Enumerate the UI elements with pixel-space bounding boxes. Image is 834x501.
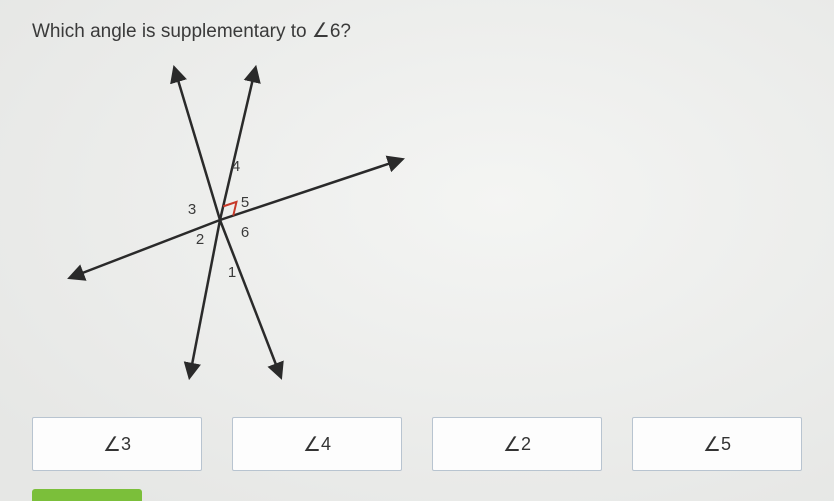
angle-icon: ∠: [103, 432, 121, 457]
submit-button-edge[interactable]: [32, 489, 142, 501]
svg-text:2: 2: [196, 231, 204, 248]
question-angle-number: 6: [330, 21, 341, 42]
angle-diagram: 4 3 5 2 6 1: [60, 55, 420, 385]
answer-label: 2: [521, 434, 531, 455]
answer-label: 3: [121, 434, 131, 455]
answer-row: ∠3 ∠4 ∠2 ∠5: [32, 417, 802, 471]
angle-icon: ∠: [312, 20, 330, 42]
answer-choice-5[interactable]: ∠5: [632, 417, 802, 471]
answer-label: 5: [721, 434, 731, 455]
question-text: Which angle is supplementary to ∠6?: [32, 18, 351, 43]
question-suffix: ?: [340, 21, 351, 42]
angle-icon: ∠: [703, 432, 721, 457]
answer-choice-4[interactable]: ∠4: [232, 417, 402, 471]
angle-icon: ∠: [303, 432, 321, 457]
svg-text:1: 1: [228, 264, 236, 281]
answer-choice-3[interactable]: ∠3: [32, 417, 202, 471]
svg-text:4: 4: [232, 158, 240, 175]
svg-text:6: 6: [241, 224, 249, 241]
answer-choice-2[interactable]: ∠2: [432, 417, 602, 471]
svg-text:3: 3: [188, 201, 196, 218]
svg-text:5: 5: [241, 194, 249, 211]
answer-label: 4: [321, 434, 331, 455]
question-prefix: Which angle is supplementary to: [32, 21, 312, 42]
angle-icon: ∠: [503, 432, 521, 457]
